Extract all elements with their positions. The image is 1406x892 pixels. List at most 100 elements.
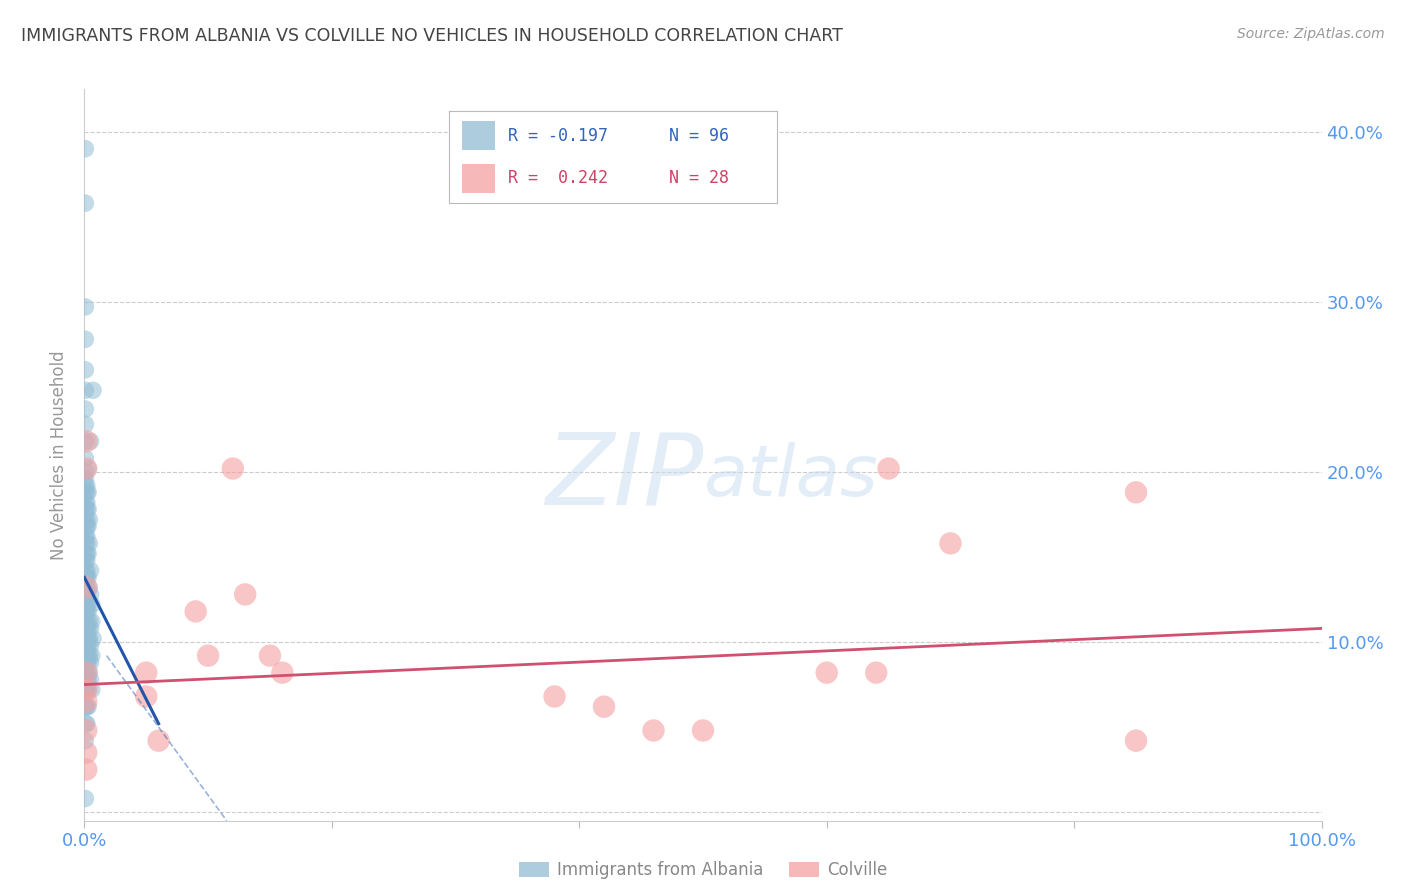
Point — [79, 665, 101, 680]
Point — [77, 699, 100, 714]
Point — [76, 502, 98, 516]
Point — [75, 472, 97, 486]
Point — [692, 723, 714, 738]
Point — [76, 648, 98, 663]
Point — [76, 495, 98, 509]
Point — [75, 553, 97, 567]
Point — [75, 384, 97, 398]
Point — [75, 581, 97, 595]
Point — [75, 196, 97, 211]
Point — [79, 536, 101, 550]
Point — [82, 632, 104, 646]
Y-axis label: No Vehicles in Household: No Vehicles in Household — [51, 350, 69, 560]
Point — [77, 461, 100, 475]
Point — [1125, 733, 1147, 747]
Point — [75, 451, 97, 466]
Point — [75, 478, 97, 492]
Point — [77, 547, 100, 561]
Point — [135, 665, 157, 680]
Point — [75, 581, 97, 595]
Point — [75, 570, 97, 584]
Point — [77, 682, 100, 697]
Point — [75, 564, 97, 578]
Point — [77, 598, 100, 612]
Point — [197, 648, 219, 663]
Point — [76, 632, 98, 646]
Point — [76, 604, 98, 618]
Point — [75, 495, 97, 509]
Point — [259, 648, 281, 663]
Point — [79, 673, 101, 687]
Point — [75, 695, 97, 709]
Point — [75, 587, 97, 601]
Point — [76, 598, 98, 612]
Point — [79, 564, 101, 578]
Point — [271, 665, 294, 680]
Point — [593, 699, 616, 714]
Point — [75, 699, 97, 714]
Point — [75, 363, 97, 377]
Point — [75, 665, 97, 680]
Point — [75, 604, 97, 618]
Point — [77, 656, 100, 670]
Point — [76, 570, 98, 584]
Point — [82, 384, 104, 398]
Point — [76, 656, 98, 670]
Point — [77, 673, 100, 687]
Point — [75, 502, 97, 516]
Point — [77, 632, 100, 646]
Point — [75, 332, 97, 346]
Point — [148, 733, 170, 747]
Point — [76, 639, 98, 653]
Point — [79, 639, 101, 653]
Point — [76, 622, 98, 636]
Point — [75, 665, 97, 680]
Point — [76, 536, 98, 550]
Point — [76, 478, 98, 492]
Point — [79, 581, 101, 595]
Text: Source: ZipAtlas.com: Source: ZipAtlas.com — [1237, 27, 1385, 41]
Point — [543, 690, 565, 704]
Point — [80, 648, 103, 663]
Point — [77, 570, 100, 584]
Point — [75, 530, 97, 544]
Point — [1125, 485, 1147, 500]
Point — [75, 673, 97, 687]
Point — [80, 615, 103, 629]
Point — [79, 434, 101, 449]
Point — [77, 622, 100, 636]
Point — [76, 665, 98, 680]
Point — [76, 716, 98, 731]
Point — [75, 682, 97, 697]
Point — [77, 485, 100, 500]
Point — [184, 604, 207, 618]
Point — [75, 434, 97, 449]
Point — [76, 682, 98, 697]
Point — [877, 461, 900, 475]
Point — [643, 723, 665, 738]
Point — [233, 587, 256, 601]
Point — [77, 639, 100, 653]
Point — [76, 553, 98, 567]
Point — [75, 402, 97, 417]
Point — [77, 648, 100, 663]
Text: IMMIGRANTS FROM ALBANIA VS COLVILLE NO VEHICLES IN HOUSEHOLD CORRELATION CHART: IMMIGRANTS FROM ALBANIA VS COLVILLE NO V… — [21, 27, 844, 45]
Point — [77, 604, 100, 618]
Point — [939, 536, 962, 550]
Point — [76, 587, 98, 601]
Point — [77, 519, 100, 533]
Point — [76, 512, 98, 526]
Point — [75, 791, 97, 805]
Point — [222, 461, 245, 475]
Point — [815, 665, 838, 680]
Point — [75, 461, 97, 475]
Point — [75, 465, 97, 479]
Point — [75, 598, 97, 612]
Point — [75, 485, 97, 500]
Point — [75, 639, 97, 653]
Point — [80, 682, 103, 697]
Point — [76, 615, 98, 629]
Point — [75, 723, 97, 738]
Point — [76, 547, 98, 561]
Point — [75, 622, 97, 636]
